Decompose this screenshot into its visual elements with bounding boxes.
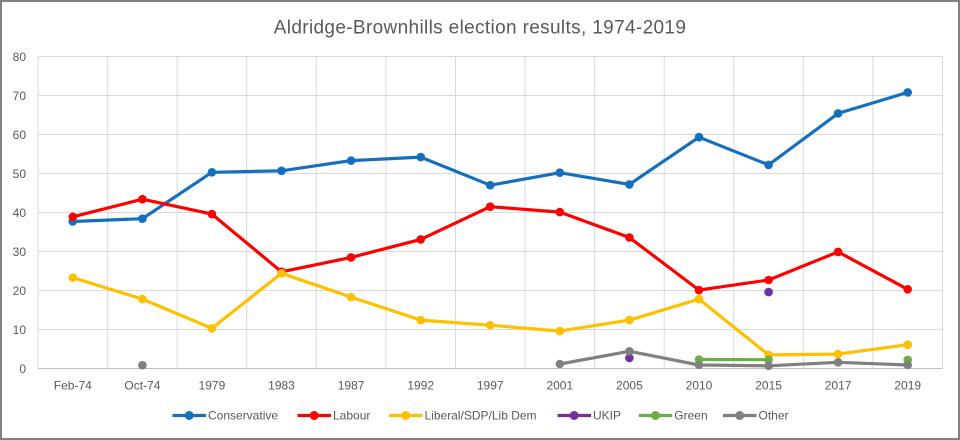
svg-text:1983: 1983 <box>268 379 295 393</box>
svg-text:2019: 2019 <box>894 379 921 393</box>
svg-text:60: 60 <box>13 128 27 142</box>
svg-text:10: 10 <box>13 323 27 337</box>
svg-text:20: 20 <box>13 284 27 298</box>
svg-text:Labour: Labour <box>333 409 370 423</box>
svg-text:70: 70 <box>13 89 27 103</box>
svg-text:Green: Green <box>674 409 707 423</box>
svg-text:Other: Other <box>759 409 789 423</box>
svg-text:Conservative: Conservative <box>208 409 278 423</box>
svg-text:1992: 1992 <box>407 379 434 393</box>
svg-text:50: 50 <box>13 167 27 181</box>
svg-text:Feb-74: Feb-74 <box>54 379 92 393</box>
svg-text:0: 0 <box>19 362 26 376</box>
svg-text:UKIP: UKIP <box>593 409 621 423</box>
svg-text:Aldridge-Brownhills election r: Aldridge-Brownhills election results, 19… <box>274 18 687 39</box>
svg-text:2017: 2017 <box>825 379 852 393</box>
svg-text:1979: 1979 <box>199 379 226 393</box>
svg-text:Oct-74: Oct-74 <box>124 379 160 393</box>
svg-text:2010: 2010 <box>686 379 713 393</box>
svg-text:1987: 1987 <box>338 379 365 393</box>
svg-text:30: 30 <box>13 245 27 259</box>
svg-text:2001: 2001 <box>546 379 573 393</box>
svg-text:1997: 1997 <box>477 379 504 393</box>
svg-text:2005: 2005 <box>616 379 643 393</box>
svg-text:40: 40 <box>13 206 27 220</box>
svg-text:80: 80 <box>13 50 27 64</box>
svg-text:Liberal/SDP/Lib Dem: Liberal/SDP/Lib Dem <box>425 409 537 423</box>
svg-text:2015: 2015 <box>755 379 782 393</box>
